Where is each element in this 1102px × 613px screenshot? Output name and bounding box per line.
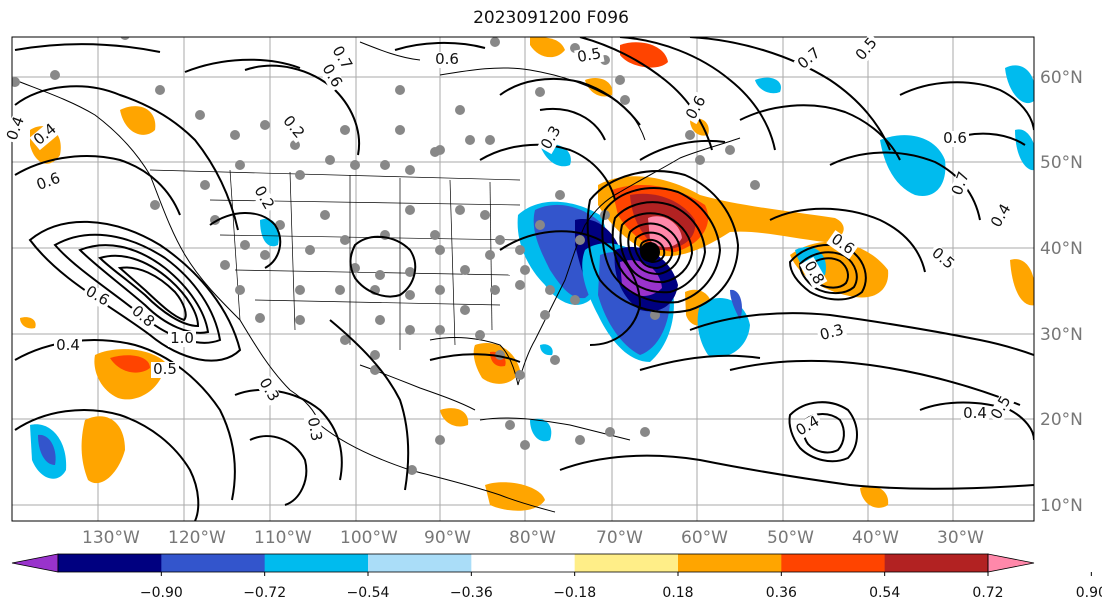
fill-cyan-atl-small <box>540 344 553 356</box>
longitude-label: 30°W <box>937 528 984 548</box>
svg-text:0.3: 0.3 <box>818 320 846 344</box>
fill-cyan-rockies <box>260 218 279 247</box>
colorbar-segment <box>781 554 886 572</box>
longitude-label: 70°W <box>596 528 643 548</box>
colorbar-segment <box>58 554 162 572</box>
fill-cyan-atl-north <box>880 135 946 196</box>
colorbar <box>11 553 1035 573</box>
latitude-label: 50°N <box>1040 153 1083 173</box>
svg-text:0.4: 0.4 <box>56 336 80 354</box>
colorbar-tick-label: −0.36 <box>450 585 493 601</box>
contour-label: 0.4 <box>54 336 82 354</box>
fill-cyan-greenland-west <box>755 77 781 94</box>
longitude-label: 50°W <box>767 528 814 548</box>
longitude-labels: 130°W 120°W 110°W 100°W 90°W 80°W 70°W 60°W 50°W… <box>82 528 984 548</box>
colorbar-arrow-left <box>11 553 59 573</box>
latitude-labels: 60°N 50°N 40°N 30°N 20°N 10°N <box>1040 68 1083 516</box>
fill-orange-atl-east <box>1010 259 1034 306</box>
fill-orange-pac-small <box>20 317 36 329</box>
contour-label: 0.6 <box>433 50 461 68</box>
longitude-label: 130°W <box>82 528 140 548</box>
fill-orange-canada-ne <box>585 77 613 97</box>
colorbar-tick-label: −0.54 <box>347 585 390 601</box>
longitude-label: 80°W <box>509 528 556 548</box>
fill-orange-carib-small <box>440 408 469 427</box>
fill-cyan-gulf-small <box>530 418 552 442</box>
contour-label: 0.5 <box>574 44 605 67</box>
colorbar-tick-label: 0.90 <box>1076 585 1102 601</box>
longitude-label: 60°W <box>681 528 728 548</box>
longitude-label: 40°W <box>852 528 899 548</box>
map-border <box>11 36 1035 522</box>
colorbar-segment <box>264 554 369 572</box>
colorbar-tick-labels: −0.90 −0.72 −0.54 −0.36 −0.18 0.18 0.36 0.54 0.7… <box>140 572 1102 601</box>
contour-lines <box>14 37 1034 521</box>
latitude-label: 20°N <box>1040 410 1083 430</box>
colorbar-tick-label: −0.18 <box>553 585 596 601</box>
latitude-label: 40°N <box>1040 239 1083 259</box>
contour-label: 0.5 <box>151 360 179 378</box>
storm-center-marker <box>640 242 660 262</box>
longitude-label: 100°W <box>340 528 398 548</box>
colorbar-segment <box>471 554 576 572</box>
fill-orange-alaska <box>120 106 156 135</box>
longitude-label: 110°W <box>254 528 312 548</box>
contour-label: 1.0 <box>168 329 196 347</box>
fill-cyan-atl-ne <box>1015 129 1034 170</box>
svg-text:0.6: 0.6 <box>943 129 967 147</box>
colorbar-tick-label: −0.90 <box>140 585 183 601</box>
colorbar-tick-label: 0.54 <box>869 585 900 601</box>
fill-redorange-canada <box>620 42 668 68</box>
svg-text:0.6: 0.6 <box>435 50 459 68</box>
svg-text:0.5: 0.5 <box>576 44 603 66</box>
svg-text:0.5: 0.5 <box>153 360 177 378</box>
contour-label: 0.7 <box>793 44 826 75</box>
contour-label: 0.4 <box>961 404 989 422</box>
longitude-label: 90°W <box>424 528 471 548</box>
colorbar-tick-label: 0.18 <box>662 585 693 601</box>
colorbar-tick-label: −0.72 <box>243 585 286 601</box>
contour-label: 0.6 <box>941 129 969 147</box>
svg-text:0.4: 0.4 <box>963 404 987 422</box>
colorbar-segment <box>884 554 989 572</box>
longitude-label: 120°W <box>168 528 226 548</box>
latitude-label: 30°N <box>1040 325 1083 345</box>
contour-label: 0.3 <box>816 320 848 345</box>
fill-blue-se <box>730 289 742 320</box>
svg-text:0.3: 0.3 <box>304 416 326 443</box>
fill-orange-caribbean <box>485 482 545 511</box>
map-title: 2023091200 F096 <box>473 8 629 28</box>
colorbar-tick-label: 0.36 <box>766 585 797 601</box>
fill-orange-canada <box>530 37 565 58</box>
colorbar-segment <box>161 554 266 572</box>
fill-cyan-greenland <box>1005 65 1034 104</box>
colorbar-tick-label: 0.72 <box>972 585 1003 601</box>
fill-orange-atl-south <box>860 485 889 508</box>
colorbar-segment <box>574 554 679 572</box>
colorbar-segment <box>368 554 472 572</box>
contour-label: 0.8 <box>799 256 828 290</box>
contour-label: 0.3 <box>303 414 326 445</box>
fill-orange-sw-pacific <box>81 416 125 484</box>
latitude-label: 60°N <box>1040 68 1083 88</box>
fill-redorange-hawaii-area <box>110 355 150 373</box>
colorbar-segment <box>678 554 782 572</box>
contour-label: 0.4 <box>29 120 62 151</box>
latitude-label: 10°N <box>1040 496 1083 516</box>
fill-blue-sw-pacific <box>38 434 56 465</box>
svg-text:1.0: 1.0 <box>170 329 194 347</box>
colorbar-outline <box>57 553 989 573</box>
colorbar-arrow-right <box>987 553 1035 573</box>
